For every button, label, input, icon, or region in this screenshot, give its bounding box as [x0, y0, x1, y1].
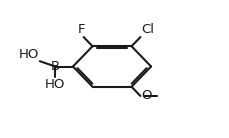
Text: F: F: [78, 23, 86, 36]
Text: O: O: [141, 89, 152, 102]
Text: HO: HO: [45, 78, 65, 91]
Text: Cl: Cl: [141, 23, 154, 36]
Text: B: B: [51, 60, 60, 73]
Text: HO: HO: [19, 48, 39, 61]
